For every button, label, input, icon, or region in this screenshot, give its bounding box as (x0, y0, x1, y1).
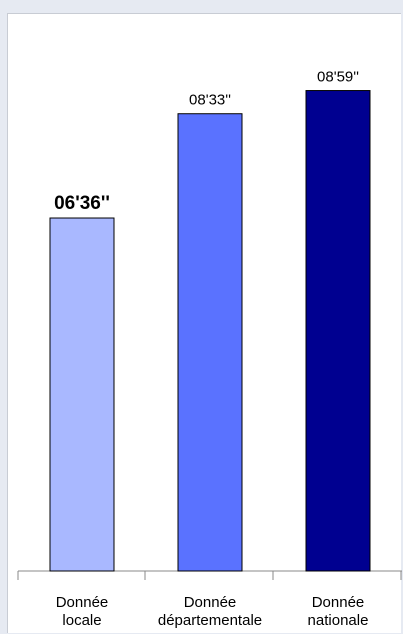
data-label-1: 06'36'' (54, 193, 110, 214)
category-label-3: Donnée nationale (308, 594, 369, 629)
data-label-3: 08'59'' (317, 69, 359, 86)
bar-1 (49, 217, 115, 572)
bar-3 (305, 90, 371, 572)
bars-layer: 06'36'' Donnée locale 08'33'' Donnée départem… (49, 69, 371, 629)
data-label-2: 08'33'' (189, 92, 231, 109)
category-label-2: Donnée départementale (158, 594, 262, 629)
chart-area: 06'36'' Donnée locale 08'33'' Donnée départem… (7, 13, 402, 633)
category-label-1: Donnée locale (56, 594, 109, 629)
bar-2 (177, 113, 243, 572)
bar-chart: 06'36'' Donnée locale 08'33'' Donnée départem… (17, 69, 402, 629)
